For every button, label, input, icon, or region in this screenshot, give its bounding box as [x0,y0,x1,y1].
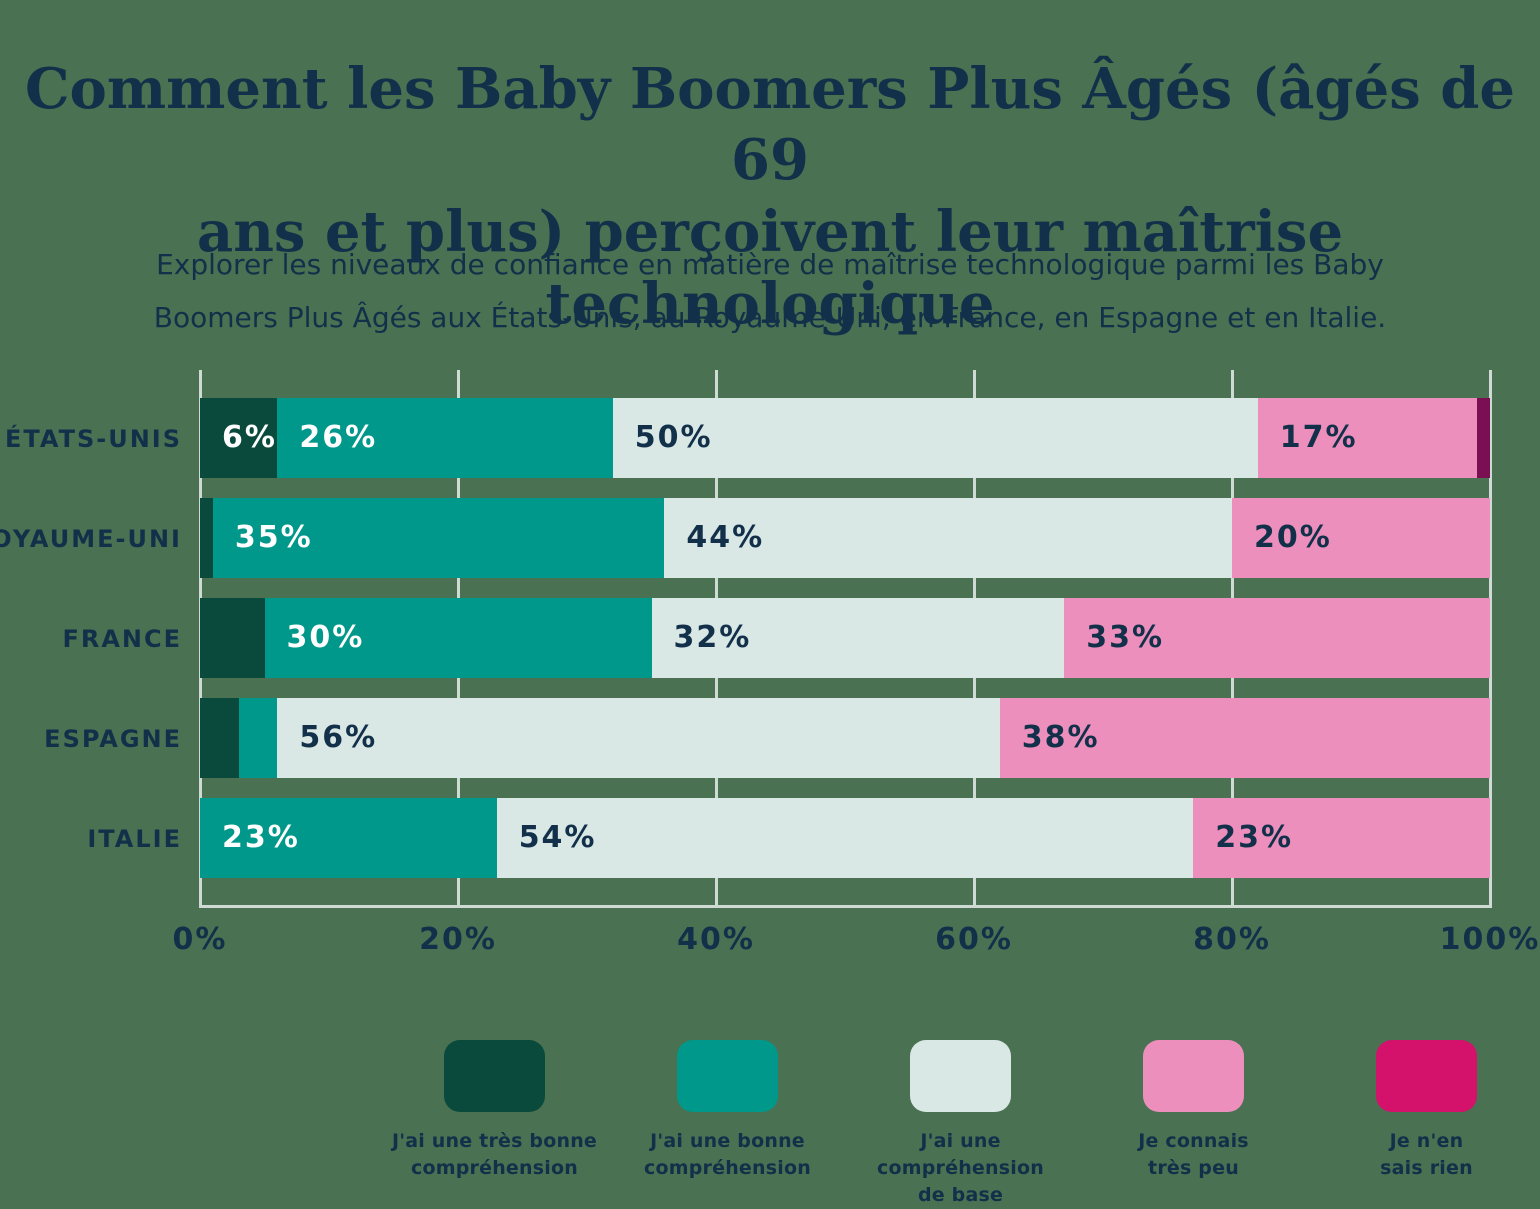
x-tick-label-20%: 20% [419,922,497,957]
x-tick-label-60%: 60% [935,922,1013,957]
bar-value-label: 50% [634,420,713,455]
bar-value-label: 38% [1021,720,1100,755]
legend-label: J'ai une très bonne compréhension [391,1130,598,1179]
bar-segment: 56% [277,698,1000,778]
x-tick-label-0%: 0% [172,922,228,957]
x-tick-label-80%: 80% [1193,922,1271,957]
legend-item: Je connais très peu [1077,1040,1310,1209]
bar-value-label: 56% [299,720,378,755]
stacked-bar-chart-plot-area: 6% 26% 50% 17% 35% 44% 20% 30% 32% 33% 56% 38% 23% 54… [198,370,1492,908]
legend-item: J'ai une très bonne compréhension [378,1040,611,1209]
x-tick-label-100%: 100% [1439,922,1540,957]
bar-value-label: 33% [1086,620,1165,655]
bar-segment: 17% [1257,398,1478,478]
legend-label: Je n'en sais rien [1380,1130,1473,1179]
bar-row-états-unis: 6% 26% 50% 17% [200,398,1490,478]
bar-row-france: 30% 32% 33% [200,598,1490,678]
bar-row-espagne: 56% 38% [200,698,1490,778]
category-label-france: FRANCE [62,625,182,653]
gridline-100% [1488,370,1492,908]
chart-legend: J'ai une très bonne compréhension J'ai un… [378,1040,1540,1209]
legend-item: Je n'en sais rien [1310,1040,1540,1209]
page-title: Comment les Baby Boomers Plus Âgés (âgés… [24,55,1516,337]
legend-swatch [677,1040,778,1112]
category-label-états-unis: ÉTATS-UNIS [4,425,182,453]
bar-segment: 38% [999,698,1490,778]
bar-value-label: 54% [518,820,597,855]
bar-segment: 26% [277,398,613,478]
category-label-royaume-uni: ROYAUME-UNI [0,525,182,553]
bar-value-label: 35% [234,520,313,555]
bar-segment: 32% [651,598,1065,678]
bar-segment: 30% [264,598,652,678]
bar-segment [200,498,213,578]
bar-row-italie: 23% 54% 23% [200,798,1490,878]
bar-value-label: 6% [222,420,277,455]
bar-segment: 54% [496,798,1194,878]
legend-swatch [910,1040,1011,1112]
bar-segment: 33% [1064,598,1490,678]
x-tick-label-40%: 40% [677,922,755,957]
bar-segment: 20% [1231,498,1490,578]
bar-segment: 23% [1193,798,1490,878]
bar-value-label: 23% [1215,820,1294,855]
bar-segment: 44% [664,498,1232,578]
legend-label: Je connais très peu [1138,1130,1249,1179]
bar-segment [200,598,265,678]
bar-segment: 6% [200,398,278,478]
bar-value-label: 23% [222,820,300,855]
legend-item: J'ai une compréhension de base [844,1040,1077,1209]
bar-value-label: 20% [1253,520,1332,555]
legend-label: J'ai une compréhension de base [877,1130,1044,1206]
category-label-italie: ITALIE [87,825,182,853]
legend-item: J'ai une bonne compréhension [611,1040,844,1209]
bar-segment [1477,398,1490,478]
bar-segment: 50% [612,398,1258,478]
bar-segment: 35% [212,498,665,578]
legend-label: J'ai une bonne compréhension [644,1130,811,1179]
legend-swatch [1376,1040,1477,1112]
bar-value-label: 17% [1279,420,1358,455]
legend-swatch [1143,1040,1244,1112]
bar-segment [200,698,239,778]
x-axis-line [200,905,1492,908]
bar-segment [238,698,278,778]
bar-value-label: 30% [286,620,365,655]
bar-value-label: 44% [686,520,765,555]
category-label-espagne: ESPAGNE [44,725,182,753]
bar-value-label: 32% [673,620,752,655]
bar-row-royaume-uni: 35% 44% 20% [200,498,1490,578]
legend-swatch [444,1040,545,1112]
bar-segment: 23% [200,798,497,878]
page-subtitle: Explorer les niveaux de confiance en mat… [153,248,1387,335]
bar-value-label: 26% [299,420,378,455]
